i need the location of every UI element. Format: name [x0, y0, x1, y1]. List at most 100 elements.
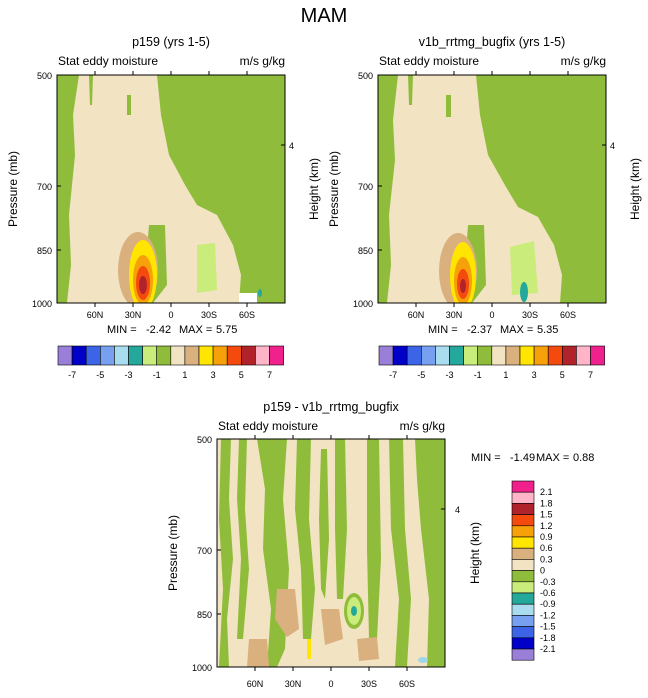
colorbar-label: -5 — [417, 370, 425, 380]
contour-level-4.5 — [460, 279, 466, 293]
colorbar-swatch — [511, 491, 535, 504]
colorbar-swatch — [511, 503, 535, 515]
colorbar-swatch — [114, 345, 129, 366]
colorbar-swatch — [241, 345, 256, 366]
missing-data-region — [239, 293, 257, 303]
panel-2-x-axis: 60N 30N 0 30S 60S — [408, 71, 576, 320]
panel-2-right-label: m/s g/kg — [561, 54, 606, 68]
y-axis-label: Pressure (mb) — [327, 151, 341, 227]
colorbar-swatch — [128, 345, 143, 366]
contour-region-negative — [476, 75, 606, 303]
colorbar-swatch — [184, 345, 200, 366]
colorbar-swatch — [449, 345, 464, 366]
contour-region-min — [351, 606, 357, 616]
y-tick-label: 700 — [358, 182, 373, 192]
y-tick-label: 1000 — [32, 299, 52, 309]
min-value: -2.42 — [146, 324, 171, 336]
colorbar-swatch — [511, 592, 535, 605]
contour-region-min — [418, 657, 428, 663]
colorbar-label: 0.9 — [540, 532, 553, 542]
panel-2-y2-axis: 4 Height (km) — [602, 141, 642, 220]
contour-region-negative-weak — [197, 243, 217, 293]
colorbar-swatch — [57, 345, 73, 366]
contour-region-negative — [127, 95, 131, 115]
panel-1-stats: MIN = -2.42 MAX = 5.75 — [107, 324, 237, 336]
colorbar-swatch — [511, 536, 535, 549]
colorbar-label: -7 — [389, 370, 397, 380]
colorbar-swatch — [392, 345, 408, 366]
max-value: 0.88 — [573, 452, 594, 464]
x-tick-label: 30S — [522, 310, 538, 320]
contour-level-positive — [275, 589, 299, 637]
colorbar-swatch — [590, 345, 605, 366]
colorbar-swatch — [561, 345, 577, 366]
colorbar-swatch — [511, 547, 535, 560]
contour-region-negative — [389, 439, 411, 667]
colorbar-swatch — [511, 570, 535, 583]
colorbar-swatch — [511, 559, 535, 571]
panel-1-title: p159 (yrs 1-5) — [132, 35, 210, 49]
contour-region-negative — [237, 439, 249, 639]
y-axis-label: Pressure (mb) — [166, 515, 180, 591]
x-tick-label: 0 — [328, 679, 333, 689]
colorbar-swatch — [533, 345, 549, 366]
panel-3-contour-field — [217, 439, 445, 667]
colorbar-label: 5 — [560, 370, 565, 380]
colorbar-swatch — [406, 345, 422, 366]
contour-region-negative — [219, 439, 233, 667]
x-tick-label: 60S — [560, 310, 576, 320]
max-label: MAX = — [536, 452, 569, 464]
x-tick-label: 60N — [247, 679, 264, 689]
contour-level-max — [307, 639, 311, 659]
contour-region-negative — [295, 439, 315, 639]
y-tick-label: 500 — [197, 435, 212, 445]
contour-region-negative — [378, 75, 398, 303]
colorbar-swatch — [378, 345, 394, 366]
x-tick-label: 60N — [87, 310, 104, 320]
colorbar-swatch — [511, 626, 535, 639]
panel-1-y2-axis: 4 Height (km) — [281, 141, 321, 220]
panel-1-colorbar: -7 -5 -3 -1 1 3 5 7 — [57, 345, 284, 380]
panel-1: p159 (yrs 1-5) Stat eddy moisture m/s g/… — [6, 35, 321, 380]
colorbar-label: 1 — [503, 370, 508, 380]
colorbar-swatch — [547, 345, 563, 366]
x-tick-label: 0 — [489, 310, 494, 320]
max-value: 5.35 — [537, 324, 558, 336]
max-label: MAX = — [500, 324, 533, 336]
colorbar-label: -3 — [124, 370, 132, 380]
panel-3-x-axis: 60N 30N 0 30S 60S — [247, 435, 415, 689]
min-label: MIN = — [107, 324, 137, 336]
panel-3-left-label: Stat eddy moisture — [218, 419, 318, 433]
contour-region-negative — [319, 449, 329, 599]
colorbar-swatch — [170, 345, 186, 366]
panel-1-x-axis: 60N 30N 0 30S 60S — [87, 71, 255, 320]
colorbar-swatch — [511, 581, 535, 594]
contour-level-positive — [247, 639, 269, 667]
colorbar-swatch — [198, 345, 214, 366]
panel-3-y2-axis: 4 Height (km) — [441, 505, 482, 584]
contour-region-negative — [446, 95, 451, 117]
contour-region-negative-weak — [510, 241, 538, 295]
colorbar-label: -0.9 — [540, 599, 556, 609]
y-tick-label: 700 — [37, 182, 52, 192]
contour-region-min — [520, 282, 528, 302]
colorbar-swatch — [511, 480, 535, 493]
y-tick-label: 850 — [37, 246, 52, 256]
panel-2-colorbar: -7 -5 -3 -1 1 3 5 7 — [378, 345, 605, 380]
colorbar-label: 1.5 — [540, 510, 553, 520]
colorbar-label: -0.3 — [540, 577, 556, 587]
y-tick-label: 1000 — [192, 663, 212, 673]
contour-region-negative — [89, 75, 93, 105]
colorbar-swatch — [511, 615, 535, 627]
contour-region-negative — [415, 439, 445, 667]
colorbar-swatch — [511, 525, 535, 538]
x-tick-label: 30S — [201, 310, 217, 320]
y2-tick-label: 4 — [289, 141, 294, 151]
colorbar-swatch — [226, 345, 242, 366]
panel-3-stats: MIN = -1.49 MAX = 0.88 — [471, 452, 594, 464]
colorbar-label: 1 — [182, 370, 187, 380]
min-label: MIN = — [428, 324, 458, 336]
min-value: -2.37 — [467, 324, 492, 336]
y-tick-label: 500 — [37, 71, 52, 81]
max-value: 5.75 — [216, 324, 237, 336]
